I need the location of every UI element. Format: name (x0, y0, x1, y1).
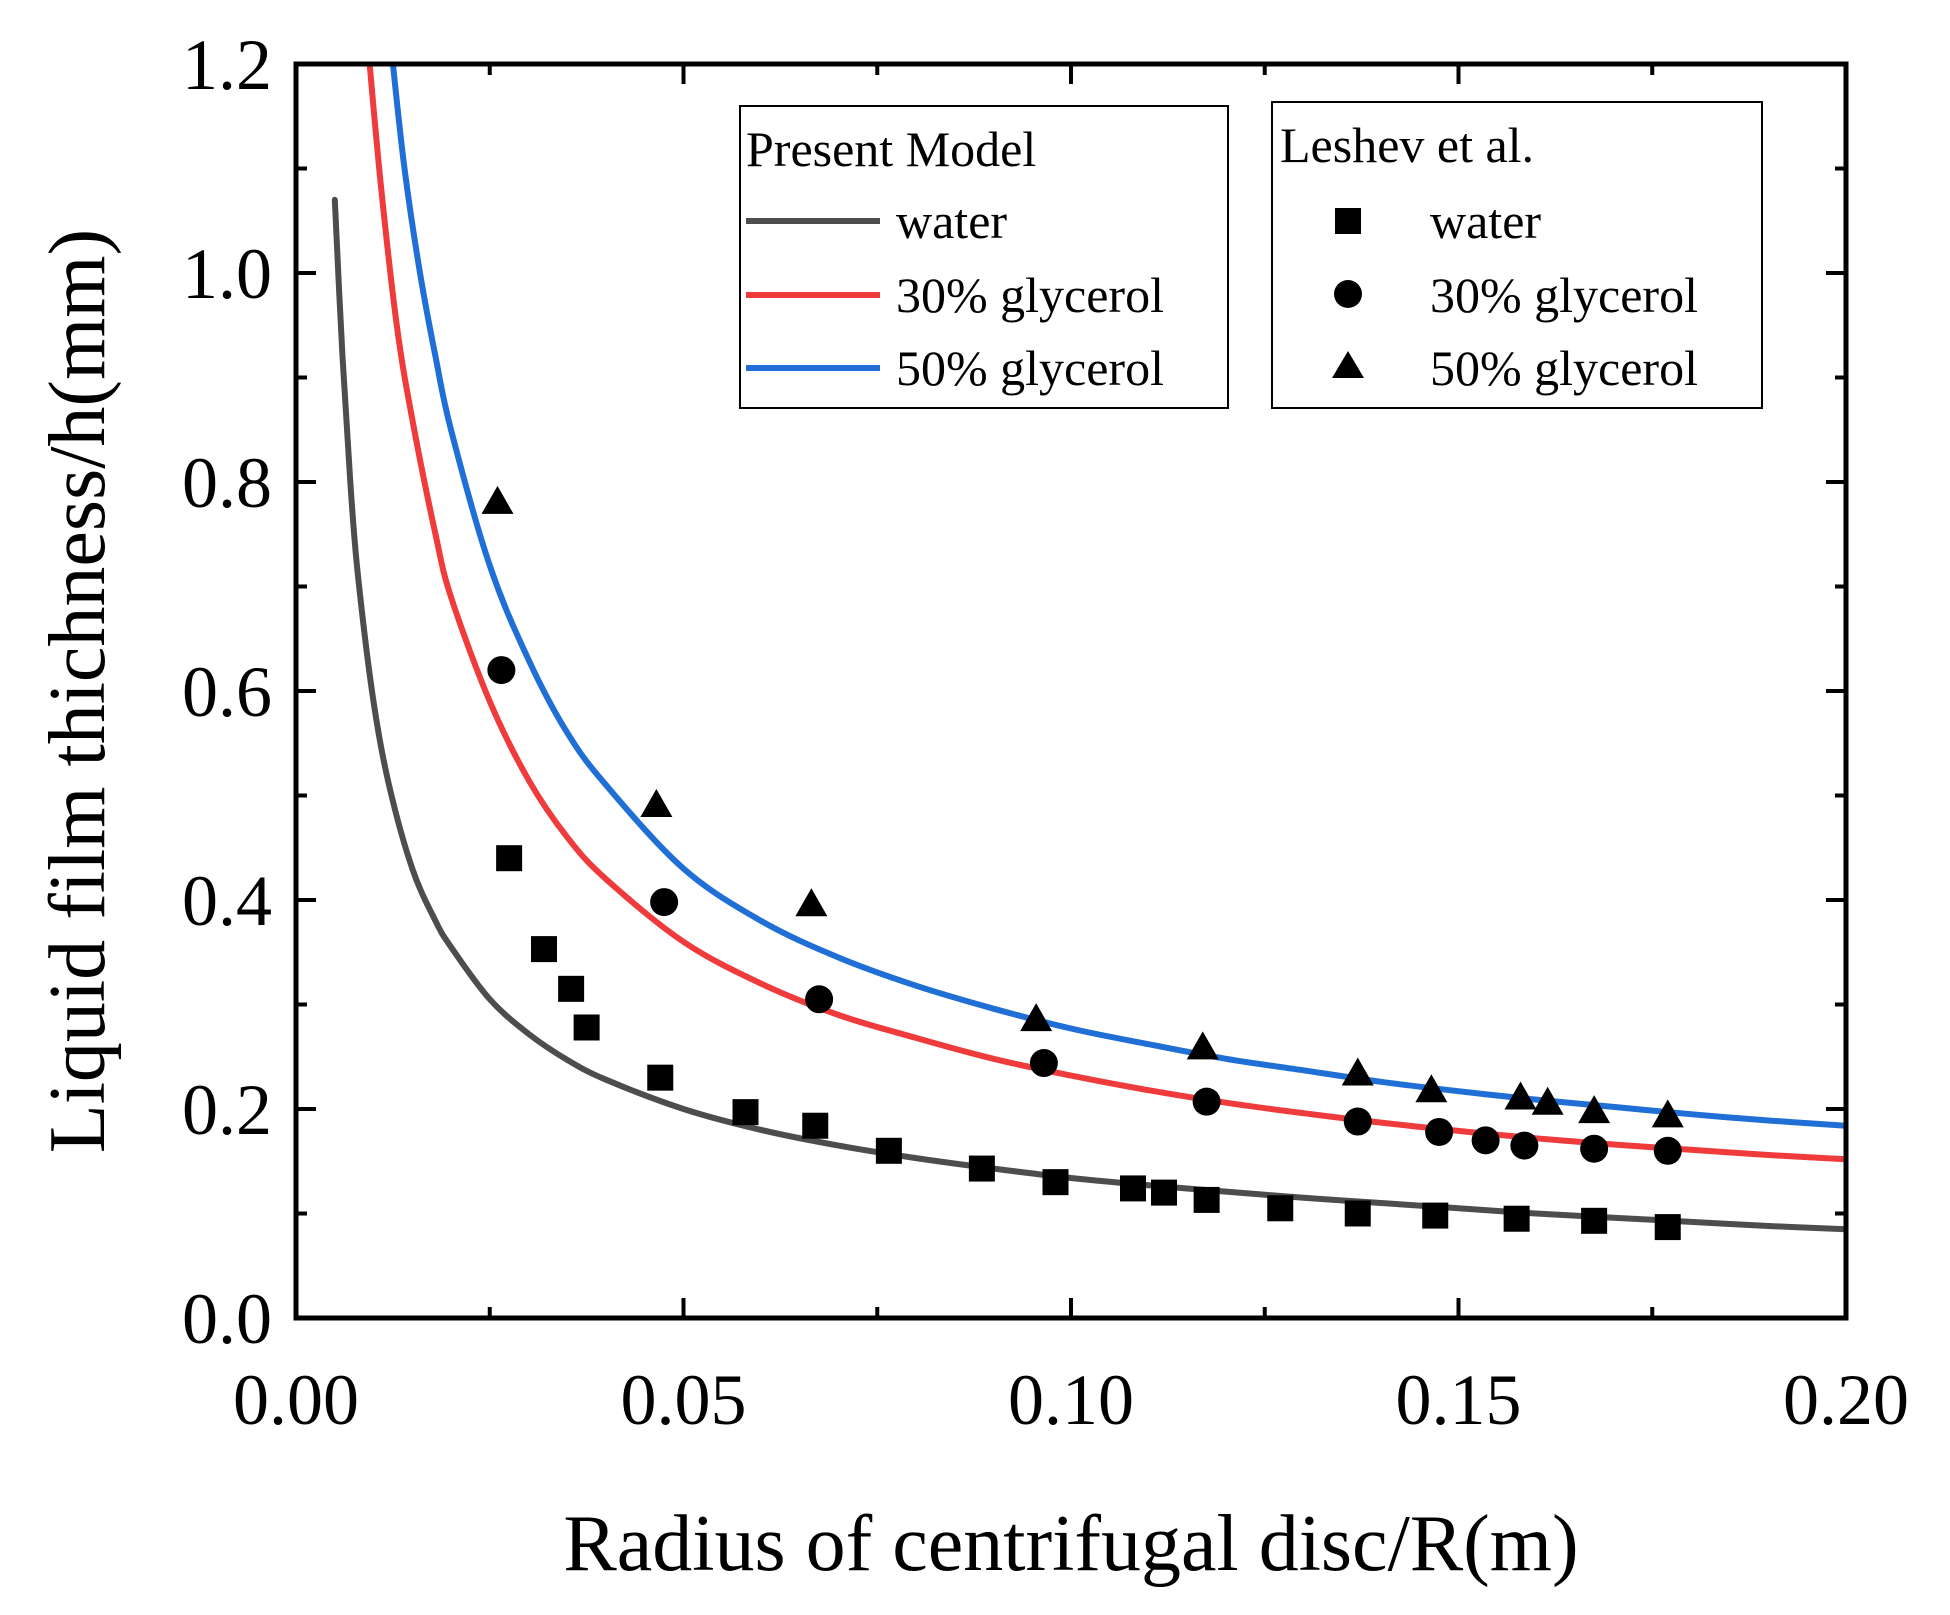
marker-square-11 (1151, 1179, 1177, 1206)
marker-triangle-3 (1020, 1003, 1053, 1032)
marker-square-14 (1344, 1200, 1371, 1227)
legend-exp-circle-marker (1334, 280, 1362, 308)
experimental-markers (481, 485, 1684, 1241)
model-curve-1 (366, 64, 1846, 1163)
marker-circle-2 (805, 985, 834, 1014)
y-tick-label: 0.8 (182, 443, 272, 523)
marker-square-15 (1422, 1202, 1449, 1229)
marker-circle-8 (1510, 1131, 1539, 1160)
legend-exp-box (1271, 101, 1763, 409)
marker-circle-5 (1343, 1107, 1372, 1136)
marker-square-1 (531, 936, 557, 963)
legend-exp-water-label: water (1430, 193, 1541, 249)
marker-triangle-2 (795, 888, 828, 917)
legend-model-water-label: water (896, 193, 1007, 249)
marker-triangle-9 (1578, 1095, 1611, 1124)
marker-square-12 (1193, 1186, 1220, 1213)
marker-triangle-5 (1341, 1057, 1374, 1086)
x-tick-label: 0.05 (621, 1360, 747, 1440)
x-tick-label: 0.20 (1783, 1360, 1909, 1440)
y-tick-label: 0.0 (182, 1279, 272, 1359)
legend-exp-title: Leshev et al. (1280, 117, 1534, 173)
marker-circle-9 (1580, 1134, 1609, 1163)
model-curve-0 (331, 196, 1846, 1233)
legend-present-model: Present Model water 30% glycerol 50% gly… (739, 105, 1229, 409)
marker-circle-0 (487, 656, 516, 685)
marker-square-16 (1503, 1205, 1530, 1232)
y-axis-title: Liquid film thichness/h(mm) (34, 229, 122, 1153)
marker-triangle-1 (640, 788, 673, 817)
legend-exp-triangle-marker (1332, 351, 1364, 378)
marker-square-10 (1120, 1175, 1146, 1202)
marker-circle-10 (1653, 1136, 1682, 1165)
legend-model-box (739, 105, 1229, 409)
axis-ticks: 0.00 0.05 0.10 0.15 0.20 0.0 0.2 0.4 0.6 0.8 1.0 1.… (182, 25, 1909, 1440)
y-tick-label: 0.6 (182, 652, 272, 732)
marker-circle-4 (1192, 1087, 1221, 1116)
marker-triangle-8 (1531, 1086, 1564, 1115)
y-tick-label: 1.2 (182, 25, 272, 105)
marker-circle-1 (650, 888, 679, 917)
x-tick-label: 0.10 (1008, 1360, 1134, 1440)
y-tick-label: 0.4 (182, 861, 272, 941)
x-tick-label: 0.00 (233, 1360, 359, 1440)
marker-square-13 (1267, 1195, 1294, 1222)
marker-triangle-0 (481, 485, 514, 514)
marker-triangle-10 (1651, 1099, 1684, 1128)
x-axis-title: Radius of centrifugal disc/R(m) (563, 1500, 1578, 1588)
legend-exp-30-label: 30% glycerol (1430, 267, 1698, 323)
marker-square-0 (496, 845, 523, 872)
marker-triangle-7 (1504, 1081, 1537, 1110)
marker-triangle-4 (1186, 1031, 1219, 1060)
legend-exp-square-marker (1335, 208, 1361, 234)
y-tick-label: 1.0 (182, 234, 272, 314)
marker-square-3 (573, 1014, 600, 1041)
marker-circle-6 (1425, 1117, 1454, 1146)
legend-model-50-label: 50% glycerol (896, 340, 1164, 396)
marker-square-2 (558, 975, 585, 1002)
marker-square-4 (647, 1064, 674, 1091)
marker-square-18 (1654, 1214, 1681, 1241)
marker-circle-3 (1029, 1049, 1058, 1078)
x-tick-label: 0.15 (1396, 1360, 1522, 1440)
marker-square-8 (968, 1155, 995, 1182)
marker-square-5 (732, 1099, 759, 1126)
marker-square-9 (1042, 1169, 1069, 1196)
marker-square-6 (802, 1112, 829, 1139)
legend-model-30-label: 30% glycerol (896, 267, 1164, 323)
legend-model-title: Present Model (746, 121, 1036, 177)
marker-triangle-6 (1415, 1074, 1448, 1103)
legend-leshev: Leshev et al. water 30% glycerol 50% gly… (1271, 101, 1763, 409)
legend-exp-50-label: 50% glycerol (1430, 340, 1698, 396)
marker-circle-7 (1471, 1126, 1500, 1155)
y-tick-label: 0.2 (182, 1070, 272, 1150)
marker-square-7 (875, 1137, 902, 1164)
marker-square-17 (1581, 1207, 1608, 1234)
